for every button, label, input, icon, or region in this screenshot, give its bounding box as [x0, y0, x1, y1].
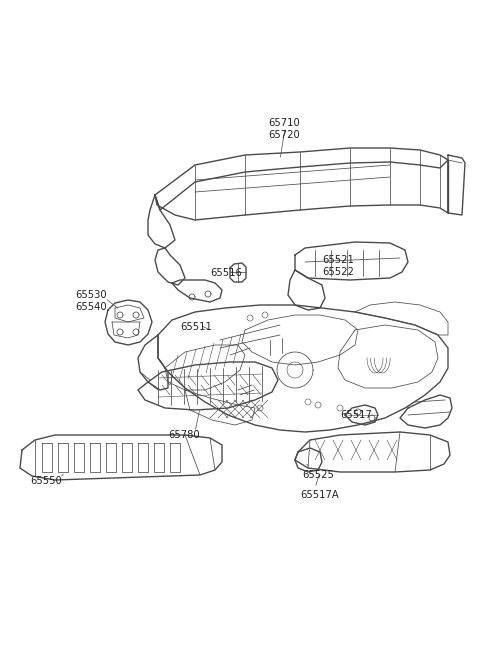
Text: 65517A: 65517A	[300, 490, 339, 500]
Text: 65516: 65516	[210, 268, 242, 278]
Text: 65710: 65710	[268, 118, 300, 128]
Text: 65550: 65550	[30, 476, 62, 486]
Text: 65511: 65511	[180, 322, 212, 332]
Text: 65525: 65525	[302, 470, 334, 480]
Text: 65517: 65517	[340, 410, 372, 420]
Text: 65540: 65540	[75, 302, 107, 312]
Text: 65780: 65780	[168, 430, 200, 440]
Text: 65521: 65521	[322, 255, 354, 265]
Text: 65522: 65522	[322, 267, 354, 277]
Text: 65530: 65530	[75, 290, 107, 300]
Text: 65720: 65720	[268, 130, 300, 140]
